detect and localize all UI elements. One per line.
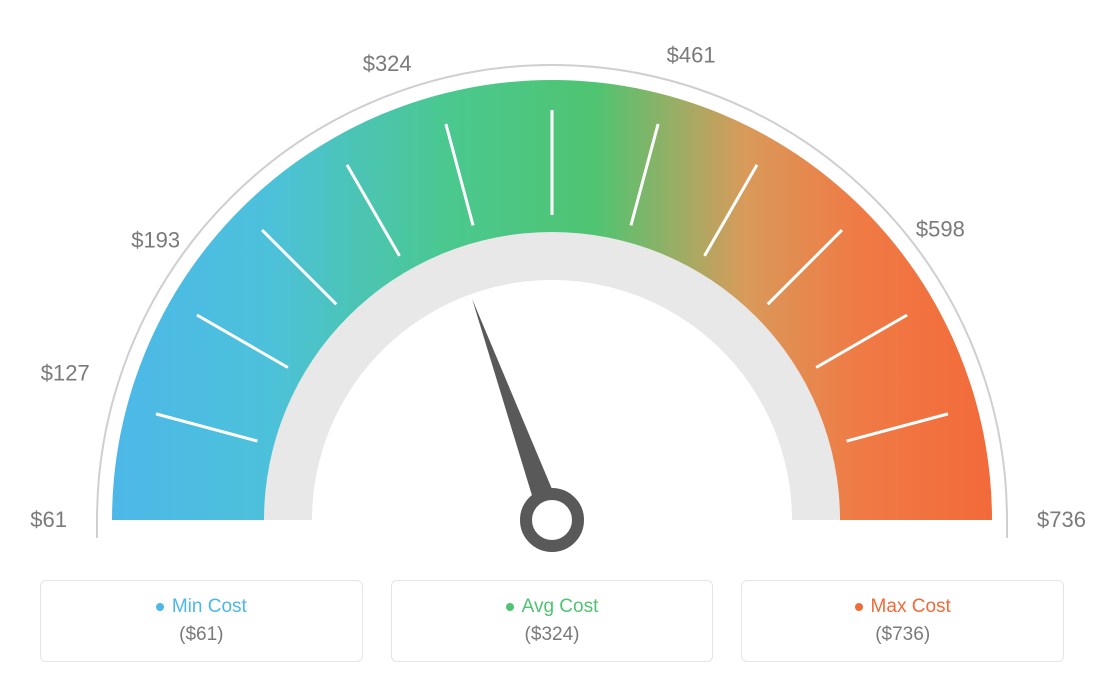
legend-card-avg: Avg Cost ($324) [391,580,714,662]
svg-text:$736: $736 [1037,507,1086,532]
legend-title-avg: Avg Cost [506,596,599,618]
svg-text:$324: $324 [363,51,412,76]
legend-title-min: Min Cost [156,596,247,618]
dot-icon [156,603,164,611]
legend-row: Min Cost ($61) Avg Cost ($324) Max Cost … [40,580,1064,662]
dot-icon [855,603,863,611]
legend-value-avg: ($324) [525,624,580,646]
svg-text:$598: $598 [916,216,965,241]
cost-gauge: $61 $127 $193 $324 $461 $598 $736 [0,0,1104,560]
svg-text:$61: $61 [30,507,67,532]
legend-title-max: Max Cost [855,596,951,618]
svg-text:$127: $127 [41,360,90,385]
legend-label-max: Max Cost [871,596,951,618]
legend-value-max: ($736) [875,624,930,646]
dot-icon [506,603,514,611]
legend-card-max: Max Cost ($736) [741,580,1064,662]
legend-label-min: Min Cost [172,596,247,618]
svg-text:$461: $461 [667,42,716,67]
gauge-svg: $61 $127 $193 $324 $461 $598 $736 [0,0,1104,560]
legend-card-min: Min Cost ($61) [40,580,363,662]
legend-label-avg: Avg Cost [522,596,599,618]
legend-value-min: ($61) [179,624,223,646]
svg-text:$193: $193 [131,227,180,252]
